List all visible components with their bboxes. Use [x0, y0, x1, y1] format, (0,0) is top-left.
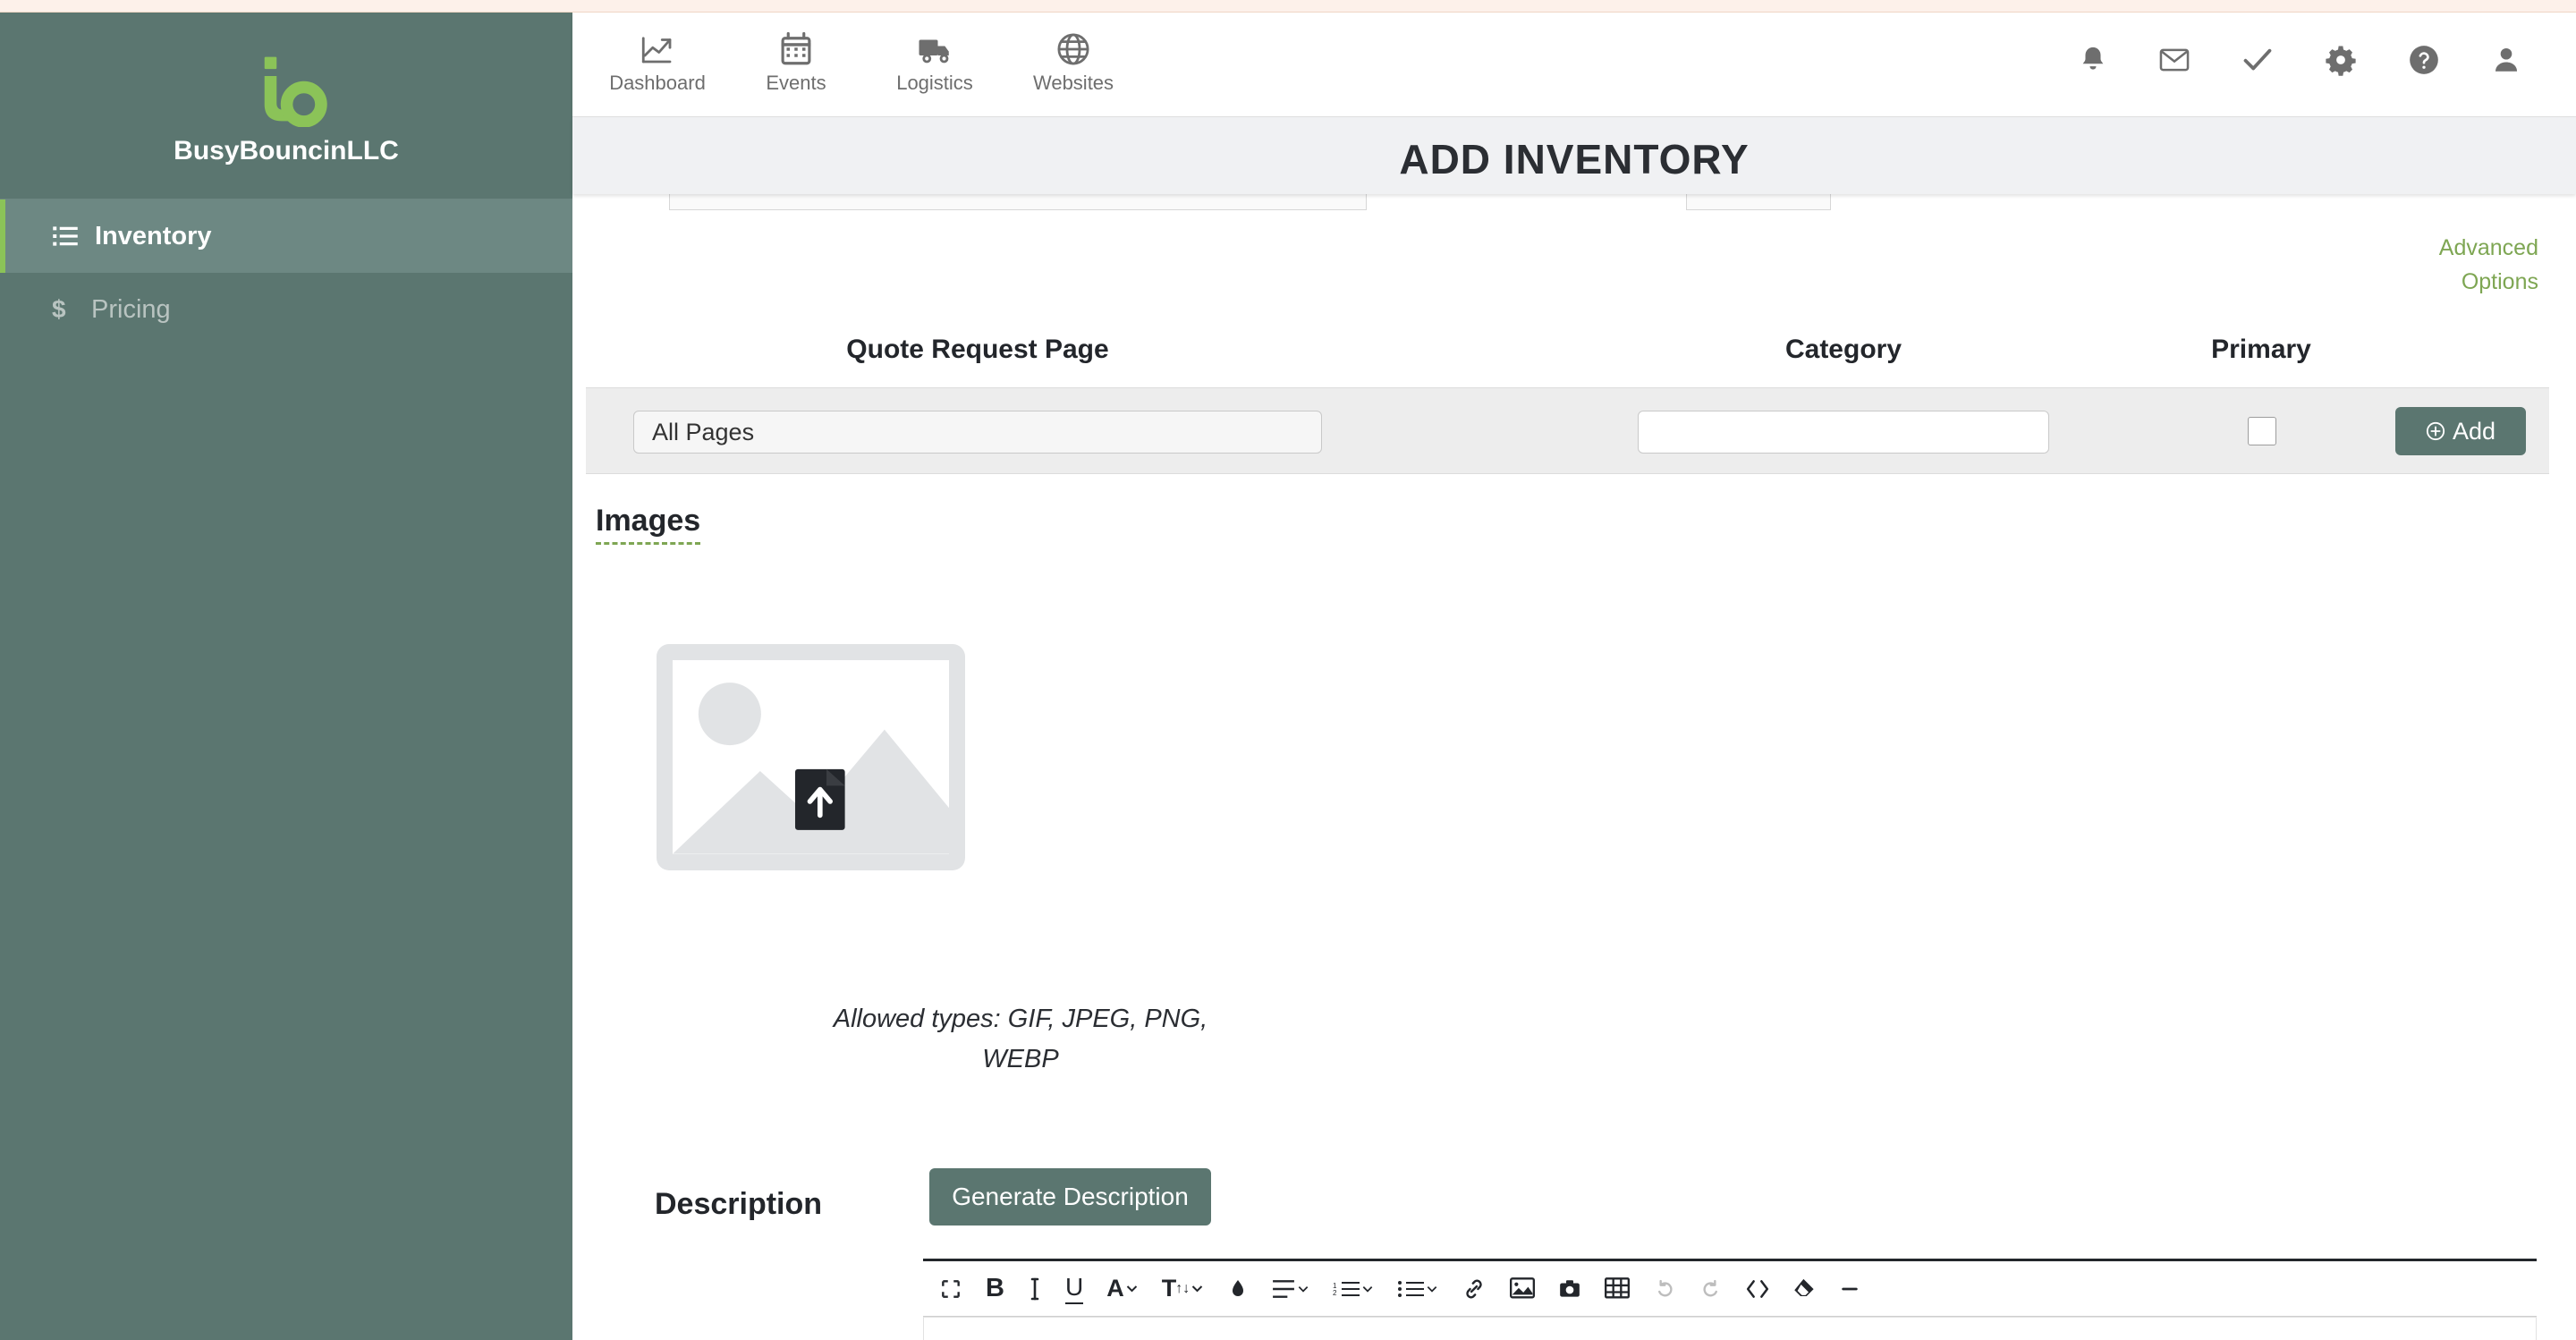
svg-text:2: 2 — [1333, 1289, 1337, 1297]
